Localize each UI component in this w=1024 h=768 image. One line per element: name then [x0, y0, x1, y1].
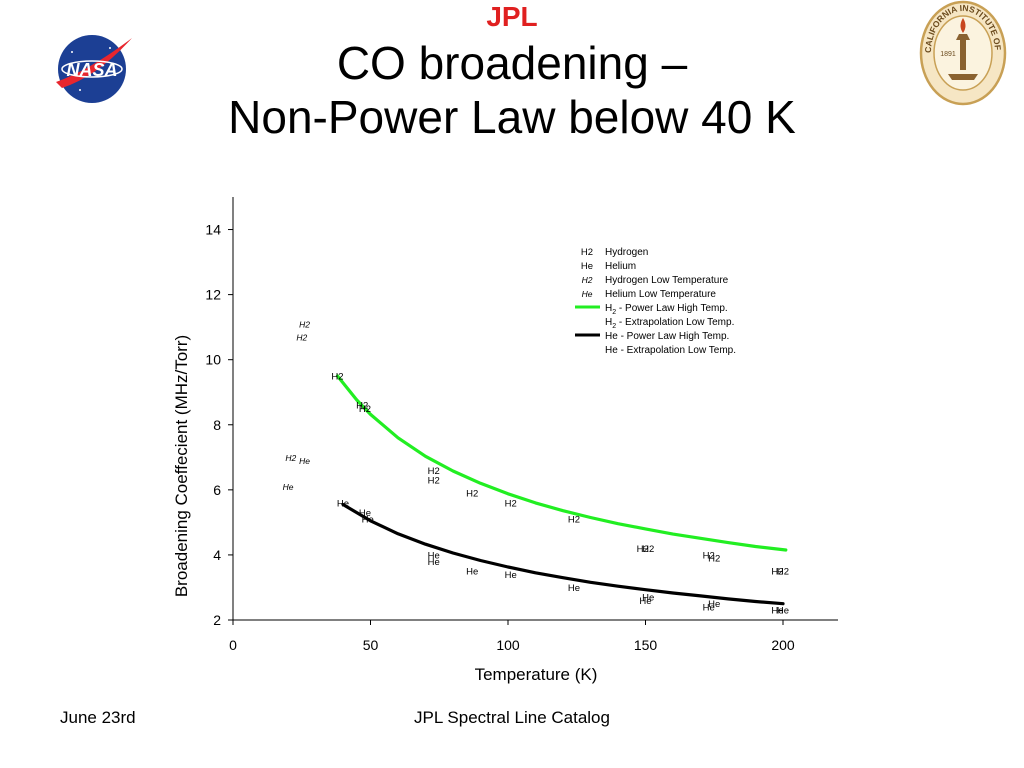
title-line-1: CO broadening –	[336, 37, 688, 89]
y-axis-label: Broadening Coeffecient (MHz/Torr)	[172, 335, 191, 597]
caltech-seal: CALIFORNIA INSTITUTE OF TECHNOLOGY 1891	[918, 0, 1007, 106]
data-point: He	[359, 508, 371, 519]
legend-symbol: H2	[582, 275, 593, 285]
y-tick-label: 6	[213, 482, 221, 498]
data-point: He	[639, 596, 651, 607]
data-point: He	[428, 550, 440, 561]
legend-label: Helium Low Temperature	[605, 289, 716, 300]
data-point: He	[283, 482, 294, 492]
x-axis-label: Temperature (K)	[475, 665, 598, 684]
y-tick-label: 12	[205, 287, 221, 303]
legend: H2 Hydrogen He Helium H2 Hydrogen Low Tempera…	[575, 247, 736, 356]
legend-label: He - Power Law High Temp.	[605, 331, 729, 342]
x-tick-label: 100	[496, 637, 520, 653]
data-point: H2	[299, 319, 310, 329]
nasa-logo-text: NASA	[66, 60, 117, 80]
data-point: H2	[359, 404, 371, 415]
legend-label: Helium	[605, 261, 636, 272]
legend-symbol: He	[581, 261, 593, 272]
data-point: H2	[466, 489, 478, 500]
nasa-logo: NASA	[56, 35, 132, 103]
y-tick-label: 2	[213, 612, 221, 628]
legend-label: H2 - Power Law High Temp.	[605, 303, 728, 316]
data-point: He	[771, 606, 783, 617]
y-tick-label: 8	[213, 417, 221, 433]
data-point: H2	[296, 332, 307, 342]
data-point: H2	[642, 544, 654, 555]
caltech-year: 1891	[940, 51, 956, 58]
data-point: He	[703, 602, 715, 613]
data-point: He	[568, 583, 580, 594]
slide-title: CO broadening – Non-Power Law below 40 K	[0, 36, 1024, 144]
data-point: He	[505, 570, 517, 581]
footer-source: JPL Spectral Line Catalog	[414, 708, 610, 727]
data-point: H2	[708, 554, 720, 565]
data-point: He	[299, 456, 310, 466]
x-tick-label: 50	[363, 637, 379, 653]
y-tick-label: 4	[213, 547, 221, 563]
axes: 0 50 100 150 200 2 4 6 8 10 12 14	[205, 197, 838, 653]
data-point: He	[337, 498, 349, 509]
data-point: H2	[428, 466, 440, 477]
data-point: H2	[331, 371, 343, 382]
data-point: H2	[285, 453, 296, 463]
data-point: He	[777, 606, 789, 617]
footer-date: June 23rd	[60, 708, 136, 727]
data-point: H2	[356, 401, 368, 412]
y-tick-label: 10	[205, 352, 221, 368]
data-point: He	[642, 593, 654, 604]
jpl-logo: JPL	[486, 2, 537, 32]
x-tick-label: 150	[634, 637, 658, 653]
data-point: He	[708, 599, 720, 610]
data-point: H2	[777, 567, 789, 578]
data-point: H2	[637, 544, 649, 555]
legend-label: He - Extrapolation Low Temp.	[605, 345, 736, 356]
jpl-logo-text: JPL	[486, 2, 537, 32]
legend-label: Hydrogen Low Temperature	[605, 275, 729, 286]
x-tick-label: 200	[771, 637, 795, 653]
data-points: H2H2H2H2H2H2H2H2H2H2H2H2H2H2HeHeHeHeHeHe…	[283, 319, 790, 616]
legend-symbol: H2	[581, 247, 593, 258]
data-point: He	[428, 557, 440, 568]
fit-curves	[335, 374, 788, 606]
y-tick-label: 14	[205, 222, 221, 238]
fit-curve	[335, 374, 788, 552]
legend-label: Hydrogen	[605, 247, 648, 258]
fit-curve	[341, 502, 785, 606]
data-point: He	[362, 515, 374, 526]
legend-symbol: He	[582, 289, 593, 299]
data-point: He	[466, 567, 478, 578]
legend-label: H2 - Extrapolation Low Temp.	[605, 317, 734, 330]
data-point: H2	[428, 476, 440, 487]
title-line-2: Non-Power Law below 40 K	[228, 91, 796, 143]
data-point: H2	[771, 567, 783, 578]
data-point: H2	[703, 550, 715, 561]
data-point: H2	[505, 498, 517, 509]
x-tick-label: 0	[229, 637, 237, 653]
data-point: H2	[568, 515, 580, 526]
